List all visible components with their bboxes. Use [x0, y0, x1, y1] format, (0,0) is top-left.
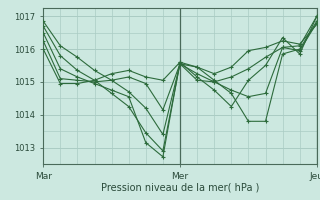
- X-axis label: Pression niveau de la mer( hPa ): Pression niveau de la mer( hPa ): [101, 182, 259, 192]
